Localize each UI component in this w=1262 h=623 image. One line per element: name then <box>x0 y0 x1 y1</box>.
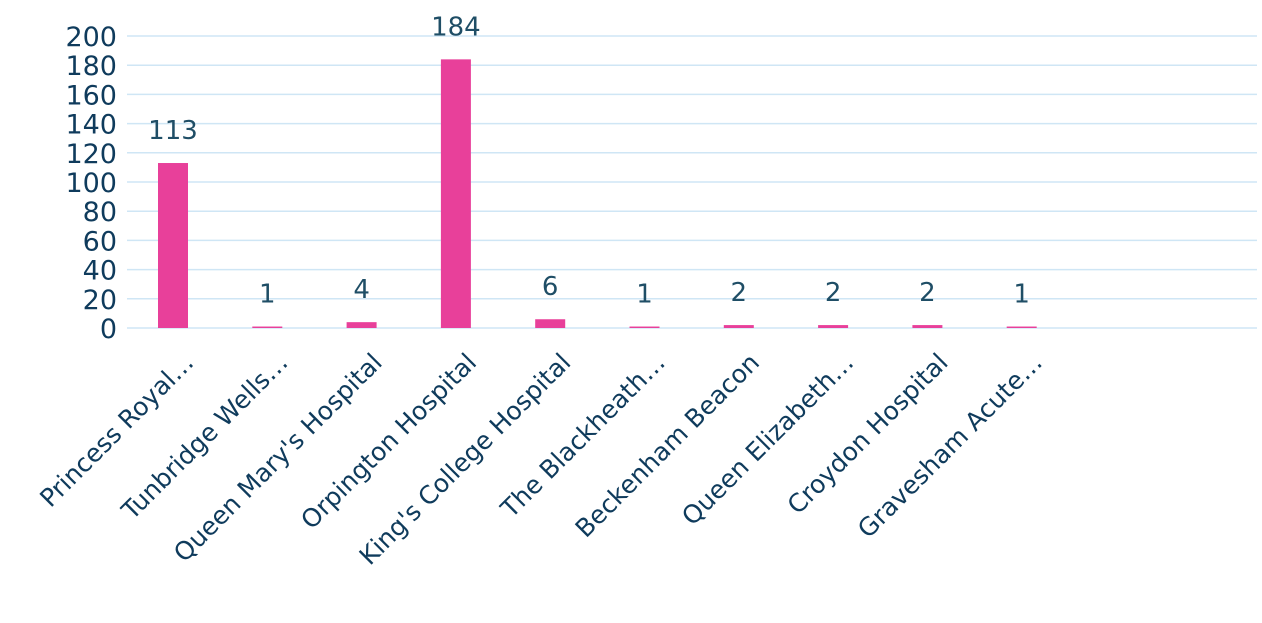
bar <box>818 325 849 328</box>
gridlines <box>127 35 1257 329</box>
bar <box>723 325 754 328</box>
x-tick-label: Gravesham Acute… <box>852 348 1048 544</box>
y-tick-label: 180 <box>65 51 117 82</box>
y-tick-label: 160 <box>65 80 117 111</box>
bar <box>535 319 566 328</box>
bar <box>1006 326 1037 328</box>
y-tick-label: 200 <box>65 22 117 53</box>
y-tick-label: 80 <box>83 197 117 228</box>
y-tick-label: 40 <box>83 256 117 287</box>
bar <box>252 326 283 328</box>
y-tick-label: 140 <box>65 110 117 141</box>
data-label: 2 <box>825 278 842 308</box>
x-tick-label: Orpington Hospital <box>295 348 482 535</box>
data-labels: 113 1 4 184 6 1 2 2 2 1 <box>148 12 1030 309</box>
data-label: 113 <box>148 116 198 146</box>
y-tick-label: 0 <box>100 314 117 345</box>
data-label: 4 <box>353 275 370 305</box>
y-tick-label: 60 <box>83 226 117 257</box>
x-tick-label: Croydon Hospital <box>782 348 954 520</box>
x-tick-label: Princess Royal… <box>34 348 199 513</box>
y-tick-label: 100 <box>65 168 117 199</box>
data-label: 2 <box>731 278 748 308</box>
y-tick-label: 120 <box>65 139 117 170</box>
bar <box>440 59 471 329</box>
x-tick-label: Tunbridge Wells… <box>115 348 293 526</box>
data-label: 2 <box>919 278 936 308</box>
bars <box>158 59 1037 329</box>
x-tick-label: Queen Elizabeth… <box>676 348 859 531</box>
y-tick-label: 20 <box>83 285 117 316</box>
data-label: 6 <box>542 272 559 302</box>
data-label: 1 <box>1013 280 1030 310</box>
data-label: 1 <box>259 280 276 310</box>
bar <box>629 326 660 328</box>
data-label: 1 <box>636 280 653 310</box>
bar <box>346 322 377 328</box>
x-axis-tick-labels: Princess Royal…Tunbridge Wells…Queen Mar… <box>34 348 1048 571</box>
x-tick-label: The Blackheath… <box>494 348 670 524</box>
bar <box>912 325 943 328</box>
bar <box>158 163 188 328</box>
x-tick-label: Beckenham Beacon <box>570 348 765 543</box>
data-label: 184 <box>431 12 481 42</box>
